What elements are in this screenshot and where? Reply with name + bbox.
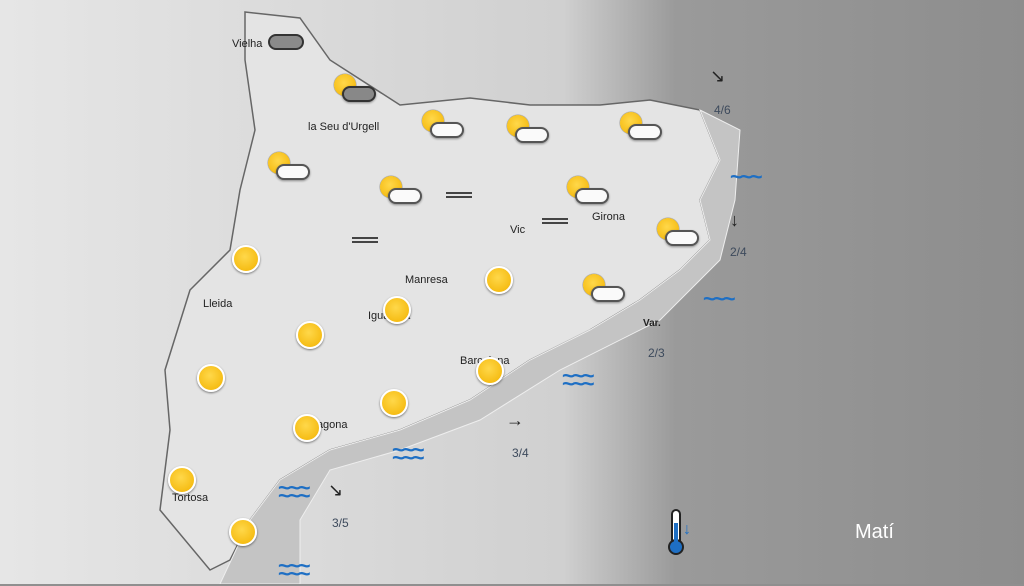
partly-cloudy-icon: [583, 274, 627, 306]
sea-waves-icon: ~~~ ~~~: [278, 553, 311, 586]
partly-cloudy-icon: [620, 112, 664, 144]
city-label: Manresa: [405, 274, 448, 286]
sunny-icon: [229, 518, 257, 546]
wind-value: 2/4: [730, 245, 747, 259]
partly-cloudy-icon: [507, 115, 551, 147]
wind-arrow-icon: ↘: [328, 480, 344, 500]
fog-icon: [352, 237, 378, 243]
city-label: la Seu d'Urgell: [308, 121, 380, 133]
sunny-icon: [232, 245, 260, 273]
city-label: Lleida: [203, 298, 233, 310]
wind-arrow-icon: ↘: [710, 66, 726, 86]
partly-cloudy-icon: [567, 176, 611, 208]
city-label: Vielha: [232, 38, 263, 50]
wind-value: 3/5: [332, 516, 349, 530]
sea-waves-icon: ~~~ ~~~: [278, 475, 311, 508]
sunny-icon: [296, 321, 324, 349]
sea-waves-icon: ~~~: [730, 164, 763, 189]
sunny-icon: [380, 389, 408, 417]
sunny-icon: [383, 296, 411, 324]
wind-arrow-icon: →: [506, 410, 524, 430]
sunny-icon: [168, 466, 196, 494]
sunny-icon: [293, 414, 321, 442]
period-label: Matí: [855, 521, 894, 543]
partly-cloudy-icon: [422, 110, 466, 142]
wind-variable-label: Var.: [643, 318, 661, 329]
partly-cloudy-icon: [334, 74, 378, 106]
wind-arrow-icon: ↓: [730, 210, 739, 230]
sea-waves-icon: ~~~ ~~~: [562, 363, 595, 396]
sunny-icon: [476, 357, 504, 385]
wind-value: 2/3: [648, 346, 665, 360]
partly-cloudy-icon: [268, 152, 312, 184]
fog-icon: [446, 192, 472, 198]
city-label: Tortosa: [172, 492, 209, 504]
fog-icon: [542, 218, 568, 224]
temperature-falling-icon: ↓: [668, 509, 696, 557]
sea-waves-icon: ~~~: [703, 286, 736, 311]
sea-waves-icon: ~~~ ~~~: [392, 437, 425, 470]
wind-value: 4/6: [714, 103, 731, 117]
sunny-icon: [197, 364, 225, 392]
cloudy-icon: [268, 30, 306, 52]
sunny-icon: [485, 266, 513, 294]
partly-cloudy-icon: [380, 176, 424, 208]
city-label: Vic: [510, 224, 526, 236]
city-label: Girona: [592, 211, 626, 223]
partly-cloudy-icon: [657, 218, 701, 250]
wind-value: 3/4: [512, 446, 529, 460]
